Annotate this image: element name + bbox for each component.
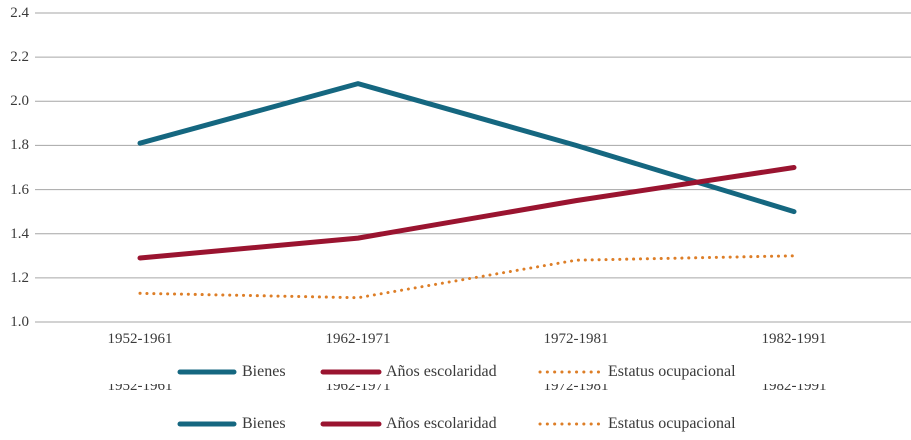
y-tick-label: 2.0 [10,93,29,110]
x-axis-label: 1972-1981 [543,331,609,347]
legend-line-icon [320,421,382,427]
series-line-anos-escolaridad [137,165,797,261]
legend-label-estatus-ocupacional: Estatus ocupacional [608,363,736,380]
x-axis-label: 1952-1961 [107,384,173,394]
x-axis-label: 1952-1961 [107,331,173,347]
x-axis-label: 1982-1991 [761,384,827,394]
legend-label-bienes: Bienes [242,415,286,432]
x-axis-label: 1962-1971 [325,331,391,347]
legend-label-estatus-ocupacional: Estatus ocupacional [608,415,736,432]
series-line-bienes [137,81,797,215]
legend-label-bienes: Bienes [242,363,286,380]
legend-label-anos-escolaridad: Años escolaridad [386,363,497,380]
series-line-estatus-ocupacional [138,254,796,300]
x-axis-labels-row-clipped: 1952-1961 1962-1971 1972-1981 1982-1991 [0,384,911,397]
legend-dotted-line-icon [538,422,602,426]
y-tick-label: 1.0 [10,314,29,330]
y-tick-label: 1.4 [10,225,29,242]
legend-label-anos-escolaridad: Años escolaridad [386,415,497,432]
legend-dotted-line-icon [538,370,602,374]
plot-area [35,12,911,323]
legend-line-icon [320,369,382,375]
y-tick-label: 1.2 [10,269,29,286]
x-axis-label: 1962-1971 [325,384,391,394]
y-tick-label: 2.2 [10,49,29,66]
x-axis-label: 1982-1991 [761,331,827,347]
x-axis-label: 1972-1981 [543,384,609,394]
legend-line-icon [177,369,237,375]
legend-line-icon [177,421,237,427]
y-tick-label: 2.4 [10,5,29,21]
y-tick-label: 1.6 [10,181,29,198]
y-tick-label: 1.8 [10,137,29,154]
